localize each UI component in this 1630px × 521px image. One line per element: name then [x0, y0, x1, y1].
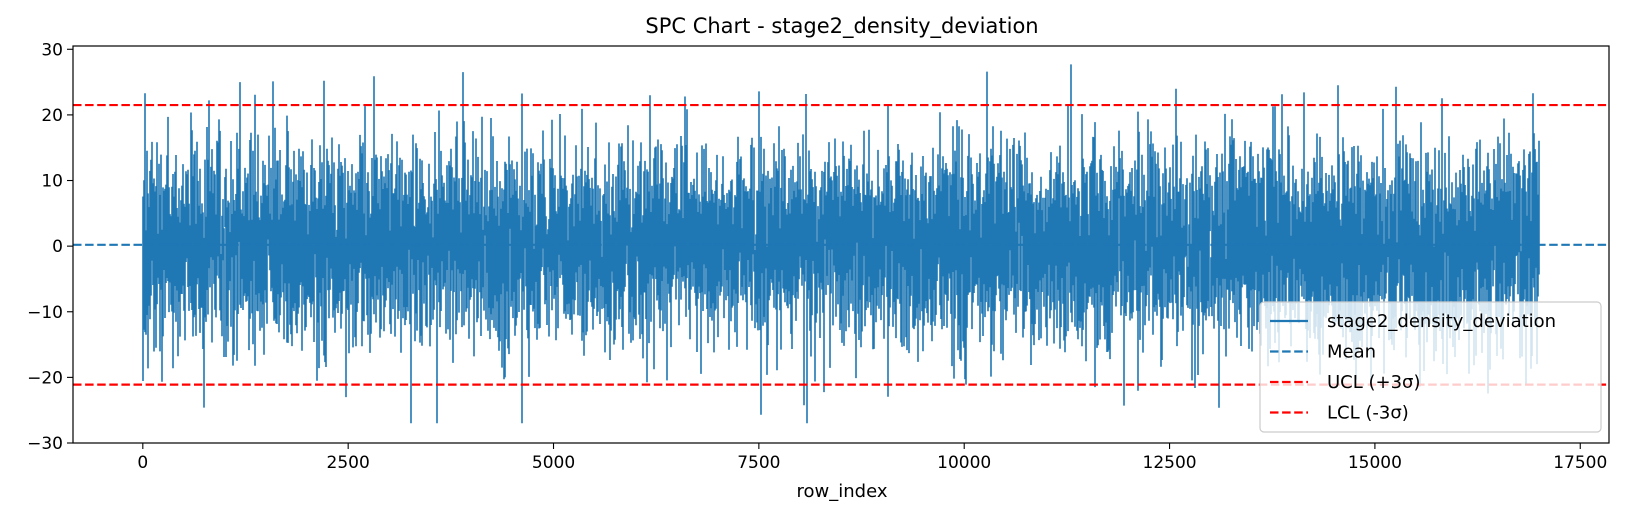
x-tick-label: 10000 — [937, 453, 991, 473]
legend-box — [1259, 301, 1602, 433]
x-axis: 0 2500 5000 7500 10000 12500 15000 17500 — [137, 443, 1607, 473]
legend-label: LCL (-3σ) — [1327, 403, 1409, 424]
legend-label: stage2_density_deviation — [1327, 311, 1556, 332]
x-tick-label: 17500 — [1553, 453, 1607, 473]
y-tick-label: 0 — [52, 237, 63, 257]
y-tick-label: 10 — [41, 172, 63, 192]
x-tick-label: 5000 — [532, 453, 575, 473]
x-tick-label: 2500 — [327, 453, 370, 473]
plot-frame — [72, 45, 1610, 444]
y-tick-label: −20 — [27, 368, 63, 388]
y-axis: −30 −20 −10 0 10 20 30 — [27, 40, 73, 454]
y-tick-label: 20 — [41, 106, 63, 126]
legend-label: UCL (+3σ) — [1327, 372, 1420, 393]
x-tick-label: 12500 — [1143, 453, 1197, 473]
chart-title: SPC Chart - stage2_density_deviation — [645, 14, 1038, 39]
x-tick-label: 15000 — [1348, 453, 1402, 473]
x-tick-label: 7500 — [737, 453, 780, 473]
legend-label: Mean — [1327, 342, 1376, 363]
x-tick-label: 0 — [137, 453, 148, 473]
x-axis-label: row_index — [797, 481, 888, 502]
legend: stage2_density_deviation Mean UCL (+3σ) LCL… — [1259, 301, 1602, 433]
reference-lines — [73, 103, 1609, 386]
y-tick-label: 30 — [41, 40, 63, 60]
y-tick-label: −30 — [27, 434, 63, 454]
y-tick-label: −10 — [27, 303, 63, 323]
